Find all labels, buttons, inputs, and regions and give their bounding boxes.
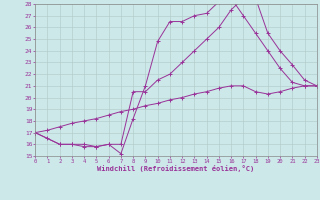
X-axis label: Windchill (Refroidissement éolien,°C): Windchill (Refroidissement éolien,°C) [97, 165, 255, 172]
